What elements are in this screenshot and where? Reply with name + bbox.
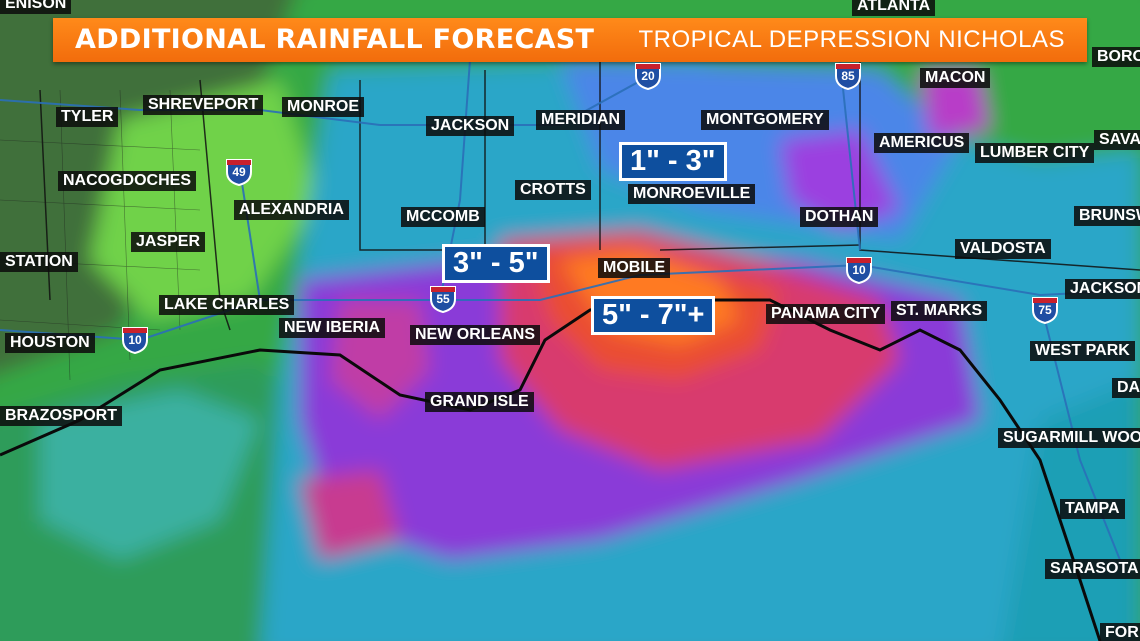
city-label: SARASOTA [1045,559,1140,579]
city-label: BORO [1092,47,1140,67]
city-label: HOUSTON [5,333,95,353]
city-label: NEW ORLEANS [410,325,540,345]
interstate-shield-icon: 20 [633,60,663,90]
interstate-shield-icon: 49 [224,156,254,186]
city-label: FOR [1100,623,1140,641]
page-title: Additional Rainfall Forecast [75,24,595,55]
city-label: BRAZOSPORT [0,406,122,426]
city-label: SHREVEPORT [143,95,264,115]
city-label: JACKSON [426,116,515,136]
city-label: LUMBER CITY [975,143,1095,163]
city-label: MCCOMB [401,207,485,227]
city-label: JASPER [131,232,206,252]
city-label: CROTTS [515,180,591,200]
city-label: SAVA [1094,130,1140,150]
city-label: DOTHAN [800,207,879,227]
city-label: LAKE CHARLES [159,295,295,315]
city-label: ATLANTA [852,0,936,16]
city-label: GRAND ISLE [425,392,534,412]
rainfall-band-label: 5" - 7"+ [591,296,716,335]
interstate-shield-icon: 10 [120,324,150,354]
interstate-shield-icon: 75 [1030,294,1060,324]
city-label: WEST PARK [1030,341,1135,361]
city-label: TAMPA [1060,499,1125,519]
city-label: DA [1112,378,1140,398]
rainfall-band-label: 3" - 5" [442,244,550,283]
city-label: ENISON [0,0,72,14]
header-banner: Additional Rainfall Forecast Tropical De… [53,18,1087,62]
city-label: ALEXANDRIA [234,200,349,220]
city-label: MERIDIAN [536,110,626,130]
city-label: TYLER [56,107,119,127]
city-label: SUGARMILL WOO [998,428,1140,448]
city-label: AMERICUS [874,133,970,153]
city-label: MOBILE [598,258,671,278]
interstate-shield-icon: 85 [833,60,863,90]
city-label: PANAMA CITY [766,304,886,324]
city-label: NACOGDOCHES [58,171,197,191]
city-label: STATION [0,252,78,272]
city-label: JACKSON [1065,279,1140,299]
city-label: VALDOSTA [955,239,1051,259]
storm-name: Tropical Depression Nicholas [638,26,1065,53]
city-label: NEW IBERIA [279,318,385,338]
city-label: MONROE [282,97,364,117]
city-label: BRUNSW [1074,206,1140,226]
interstate-shield-icon: 55 [428,283,458,313]
city-label: MONTGOMERY [701,110,829,130]
city-label: MACON [920,68,991,88]
city-label: ST. MARKS [891,301,988,321]
rainfall-band-label: 1" - 3" [619,142,727,181]
city-label: MONROEVILLE [628,184,756,204]
interstate-shield-icon: 10 [844,254,874,284]
